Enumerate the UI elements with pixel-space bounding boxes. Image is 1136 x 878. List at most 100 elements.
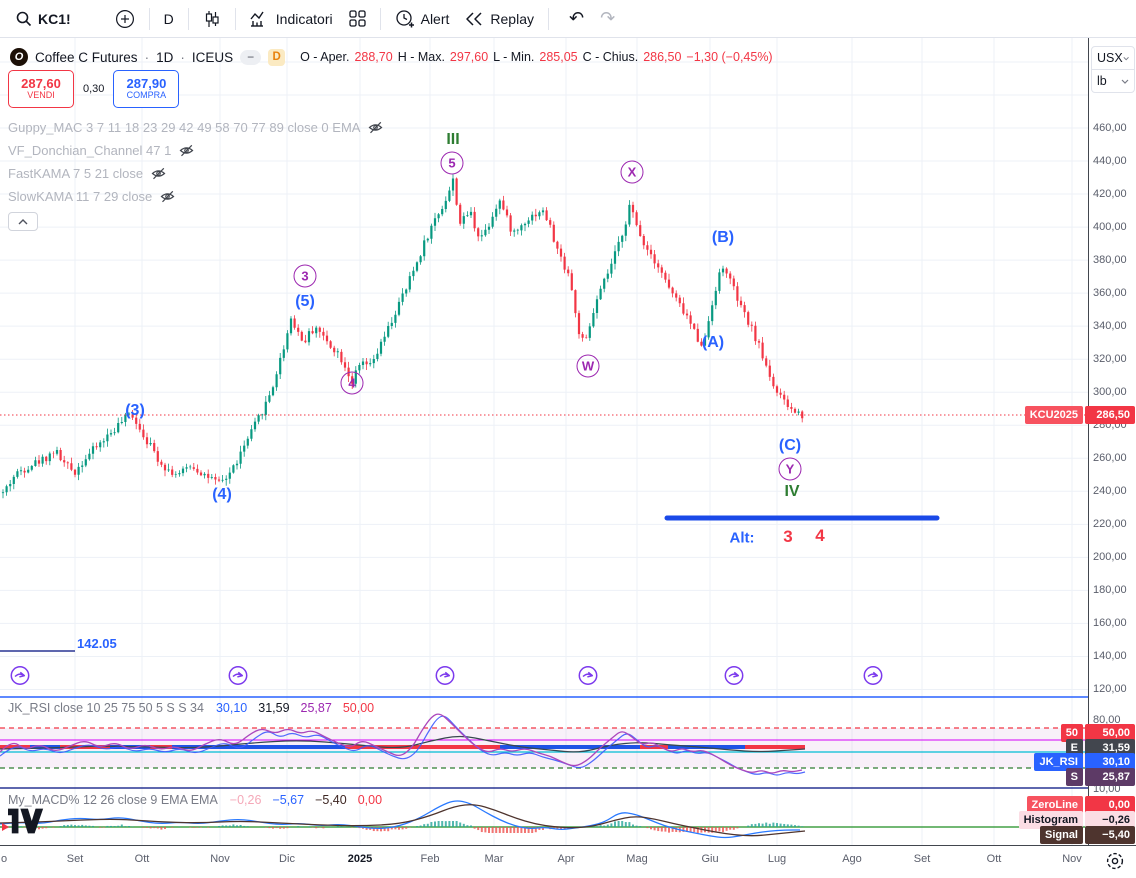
rsi-value-label-tag: JK_RSI [1034,753,1083,771]
macd-value-label-tag: ZeroLine [1026,796,1083,814]
macd-legend[interactable]: My_MACD% 12 26 close 9 EMA EMA −0,26 −5,67… [8,793,382,807]
indicator-legend-item[interactable]: FastKAMA 7 5 21 close [8,162,383,185]
time-axis-label: Ago [842,853,862,865]
wave-circle-label[interactable]: Y [778,457,802,481]
time-axis-label: Nov [1062,853,1082,865]
redo-button[interactable]: ↷ [592,4,623,33]
wave-blue-label[interactable]: (A) [701,334,725,351]
wave-blue-label[interactable]: (3) [125,402,145,419]
wave-green-label[interactable]: IV [784,483,800,500]
indicator-legend-item[interactable]: Guppy_MAC 3 7 11 18 23 29 42 49 58 70 77… [8,116,383,139]
price-tick: 420,00 [1093,188,1127,201]
macd-value-label: ZeroLine 0,00 [1026,796,1135,814]
pane-legend-values: −0,26 −5,67 −5,40 0,00 [230,793,382,807]
undo-button[interactable]: ↶ [561,4,592,33]
time-axis-label: 2025 [347,853,373,865]
last-price-label-value: 286,50 [1085,406,1135,424]
rsi-value-label: JK_RSI 30,10 [1034,753,1135,771]
rsi-legend[interactable]: JK_RSI close 10 25 75 50 5 S S 34 30,10 31… [8,701,374,715]
wave-circle-label[interactable]: 5 [440,151,464,175]
price-tick: 460,00 [1093,122,1127,134]
indicator-legend-item[interactable]: SlowKAMA 11 7 29 close [8,185,383,208]
toolbar-divider [148,7,150,30]
time-axis[interactable]: o Set Ott Nov Dic 2025 Feb Mar Apr Mag Giu Lug Ago Se… [0,846,1136,878]
alt-value[interactable]: 3 [783,527,793,546]
symbol-header[interactable]: O Coffee C Futures · 1D · ICEUS − D O - … [10,48,773,66]
indicators-button[interactable]: Indicatori [242,6,341,32]
undo-icon: ↶ [569,8,585,28]
chart-style-button[interactable] [195,6,229,32]
pane-legend-value: 31,59 [258,701,290,715]
delayed-data-badge[interactable]: D [268,48,286,66]
tradingview-logo[interactable] [8,808,46,839]
currency-selector[interactable]: USX [1092,47,1134,70]
continuation-arrow-marker[interactable] [228,665,249,691]
wave-blue-label[interactable]: (C) [778,437,802,454]
wave-circle-label[interactable]: X [620,160,644,184]
wave-blue-label[interactable]: (5) [295,293,315,310]
continuation-arrow-marker[interactable] [435,665,456,691]
ohlc-values: O - Aper. 288,70 H - Max. 297,60 L - Min. 285… [300,50,772,64]
pane-legend-values: 30,10 31,59 25,87 50,00 [216,701,374,715]
wave-green-label[interactable]: III [446,131,460,148]
alt-value[interactable]: 4 [815,526,825,545]
sell-button[interactable]: 287,60 VENDI [8,70,74,108]
eye-off-icon[interactable] [160,189,175,204]
symbol-name: KC1! [38,10,71,27]
continuation-arrow-marker[interactable] [724,665,745,691]
wave-blue-label[interactable]: (4) [212,486,232,503]
symbol-exchange[interactable]: ICEUS [191,49,234,65]
eye-off-icon[interactable] [179,143,194,158]
alt-label[interactable]: Alt: [729,529,755,547]
wave-circle-label[interactable]: W [576,354,600,378]
ohlc-label: L - Min. [493,50,535,64]
legend-collapse-button[interactable] [8,212,38,231]
templates-button[interactable] [341,6,374,31]
price-tick: 160,00 [1093,617,1127,630]
symbol-interval[interactable]: 1D [156,49,174,65]
interval-label: D [163,10,174,27]
eye-off-icon[interactable] [151,166,166,181]
pane-legend-value: −5,67 [272,793,305,807]
indicator-legend-item[interactable]: VF_Donchian_Channel 47 1 [8,139,383,162]
time-axis-label: Ott [986,853,1002,865]
symbol-search[interactable]: KC1! [8,7,79,31]
eye-off-icon[interactable] [368,120,383,135]
continuation-arrow-marker[interactable] [863,665,884,691]
time-axis-label: Set [913,853,931,865]
unit-selector[interactable]: lb [1092,70,1134,92]
price-axis[interactable] [1089,38,1136,845]
continuation-arrow-marker[interactable] [578,665,599,691]
symbol-title[interactable]: Coffee C Futures [35,49,138,65]
rsi-value-label-tag: S [1065,768,1083,786]
rsi-value-label-value: 50,00 [1085,724,1135,742]
time-axis-label: Ott [134,853,150,865]
wave-blue-label[interactable]: (B) [711,229,735,246]
sell-label: VENDI [27,90,55,101]
continuation-arrow-marker[interactable] [10,665,31,691]
chevron-down-icon [1123,56,1129,60]
title-separator: · [144,49,150,65]
price-level-annotation[interactable]: 142.05 [77,636,117,651]
rsi-tick: 80,00 [1093,714,1121,726]
timezone-settings-button[interactable] [1098,847,1132,875]
replay-label: Replay [490,10,534,27]
replay-button[interactable]: Replay [457,7,542,31]
toolbar-divider [187,7,189,30]
alert-clock-icon [395,9,414,27]
indicators-label: Indicatori [275,10,333,27]
circle-arrow-icon [228,666,248,685]
order-panel: 287,60 VENDI 0,30 287,90 COMPRA [8,70,180,108]
compare-add-button[interactable] [107,5,143,33]
alert-label: Alert [420,10,450,27]
wave-circle-label[interactable]: 4 [340,371,364,395]
interval-button[interactable]: D [156,7,182,31]
toolbar-divider [548,7,549,30]
price-unit-selector: USX lb [1091,46,1135,93]
wave-circle-label[interactable]: 3 [293,264,317,288]
layout-grid-icon [348,10,366,27]
minimize-pill[interactable]: − [240,49,262,65]
alert-button[interactable]: Alert [387,5,458,33]
buy-button[interactable]: 287,90 COMPRA [113,70,180,108]
price-tick: 340,00 [1093,320,1127,333]
